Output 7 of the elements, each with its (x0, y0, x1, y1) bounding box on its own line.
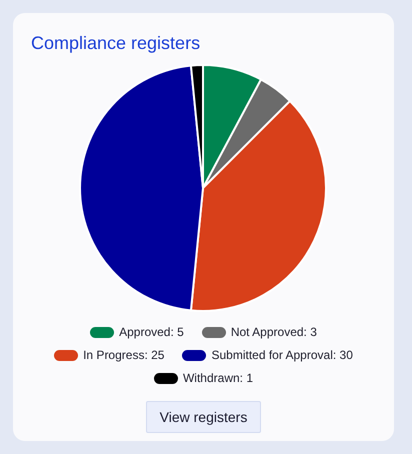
legend-label: Approved: 5 (119, 324, 184, 340)
button: View registers (146, 401, 261, 433)
legend-label: Submitted for Approval: 30 (211, 347, 353, 363)
legend-label: Withdrawn: 1 (182, 370, 254, 386)
chart-title: Compliance registers (31, 33, 200, 53)
legend-label: In Progress: 25 (83, 347, 164, 363)
legend-label: Not Approved: 3 (230, 324, 317, 340)
